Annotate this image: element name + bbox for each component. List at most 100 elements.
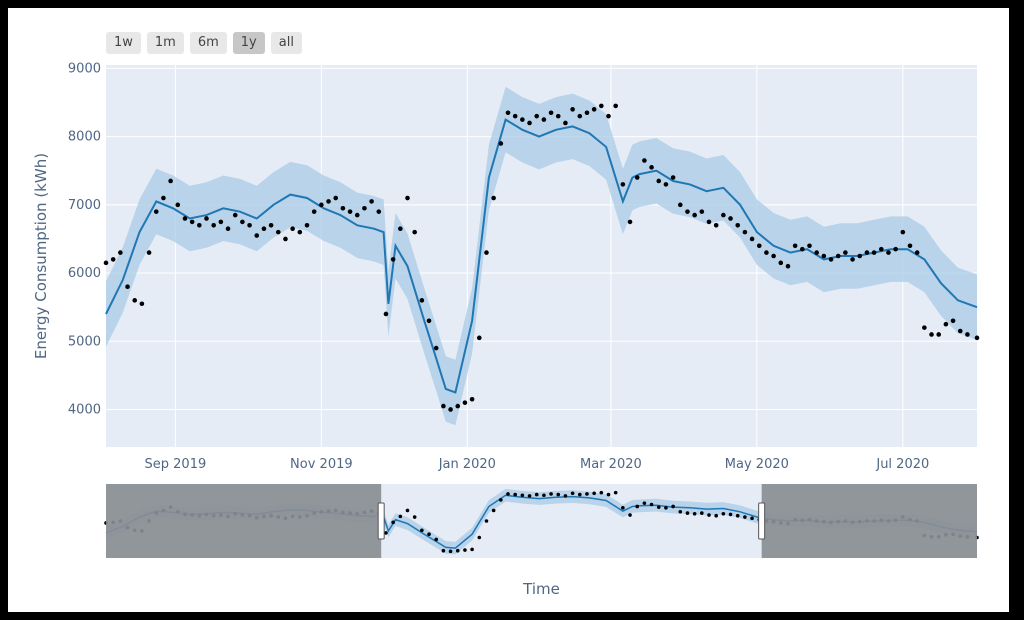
slider-point: [499, 498, 503, 502]
slider-point: [470, 547, 474, 552]
data-point: [132, 298, 138, 303]
chart-container: 1w 1m 6m 1y all 4000 5000 6000 7000 8000 9000…: [8, 8, 1009, 612]
data-point: [469, 396, 475, 402]
data-point: [548, 110, 554, 116]
slider-point: [606, 492, 611, 497]
y-tick-label: 7000: [68, 198, 101, 213]
slider-point: [506, 492, 510, 496]
data-point: [232, 212, 238, 218]
slider-point: [398, 514, 403, 519]
data-point: [950, 318, 956, 324]
range-button-1w[interactable]: 1w: [106, 32, 141, 54]
data-point: [491, 195, 496, 201]
data-point: [240, 219, 245, 225]
data-point: [541, 117, 547, 122]
data-point: [785, 263, 791, 269]
data-point: [627, 219, 633, 225]
data-point: [247, 223, 252, 228]
data-point: [843, 250, 848, 255]
data-point: [304, 223, 310, 228]
data-point: [814, 250, 819, 255]
data-point: [182, 216, 188, 221]
y-axis-ticks: 4000 5000 6000 7000 8000 9000: [68, 61, 101, 417]
slider-point: [714, 513, 718, 518]
slider-point: [463, 548, 467, 552]
data-point: [347, 209, 353, 214]
slider-point: [405, 508, 410, 513]
data-point: [390, 257, 396, 262]
data-point: [433, 345, 439, 351]
data-point: [692, 212, 697, 218]
data-point: [577, 113, 583, 119]
slider-point: [527, 494, 532, 498]
data-point: [376, 209, 382, 214]
slider-point: [621, 506, 625, 510]
data-point: [922, 325, 927, 330]
data-point: [484, 250, 489, 255]
data-point: [118, 250, 123, 255]
data-point: [498, 141, 504, 146]
data-point: [807, 243, 812, 249]
slider-point: [728, 512, 733, 517]
slider-point: [692, 511, 697, 516]
data-point: [139, 301, 145, 307]
data-point: [383, 311, 389, 317]
x-axis-ticks: Sep 2019 Nov 2019 Jan 2020 Mar 2020 May 2020…: [145, 457, 930, 472]
y-axis-title: Energy Consumption (kWh): [32, 153, 50, 359]
slider-point: [735, 513, 740, 518]
data-point: [462, 400, 468, 405]
slider-point: [635, 504, 640, 509]
data-point: [161, 195, 166, 201]
slider-point: [721, 511, 726, 516]
data-point: [218, 219, 224, 225]
data-point: [850, 257, 855, 262]
slider-point: [549, 492, 553, 496]
slider-point: [455, 548, 460, 553]
forecast-line: [105, 118, 978, 394]
data-point: [563, 120, 568, 126]
slider-point: [520, 493, 525, 498]
range-slider-mask-right: [761, 484, 977, 558]
slider-point: [664, 506, 668, 510]
range-button-6m[interactable]: 6m: [189, 32, 227, 54]
range-button-1y[interactable]: 1y: [232, 32, 265, 54]
data-point: [476, 335, 482, 341]
data-point: [534, 113, 540, 119]
slider-point: [678, 509, 683, 514]
data-point: [713, 223, 719, 228]
data-point: [914, 250, 920, 255]
slider-point: [628, 513, 632, 517]
data-point: [441, 403, 446, 409]
slider-point: [513, 492, 517, 497]
range-slider-handle-right[interactable]: [758, 502, 766, 540]
slider-point: [484, 519, 489, 523]
data-point: [225, 226, 231, 232]
data-point: [620, 182, 626, 187]
slider-point: [384, 531, 388, 535]
data-point: [412, 229, 417, 235]
data-point: [297, 229, 303, 235]
slider-point: [700, 511, 704, 515]
data-point: [642, 158, 647, 163]
data-point: [448, 407, 453, 412]
data-point: [153, 209, 159, 214]
data-point: [505, 110, 511, 116]
data-point: [110, 257, 116, 262]
range-slider[interactable]: [104, 484, 979, 558]
data-point: [792, 243, 798, 249]
slider-point: [477, 535, 482, 540]
data-point: [512, 113, 518, 119]
slider-point: [542, 493, 546, 498]
range-button-1m[interactable]: 1m: [146, 32, 184, 54]
data-point: [319, 202, 324, 208]
data-point: [828, 257, 834, 262]
data-point: [974, 335, 980, 341]
range-slider-handle-left[interactable]: [377, 502, 385, 540]
slider-point: [570, 491, 575, 496]
data-point: [599, 103, 604, 109]
slider-point: [656, 505, 661, 509]
slider-point: [534, 492, 539, 497]
data-point: [771, 253, 776, 259]
data-point: [864, 250, 870, 255]
range-button-all[interactable]: all: [270, 32, 302, 54]
